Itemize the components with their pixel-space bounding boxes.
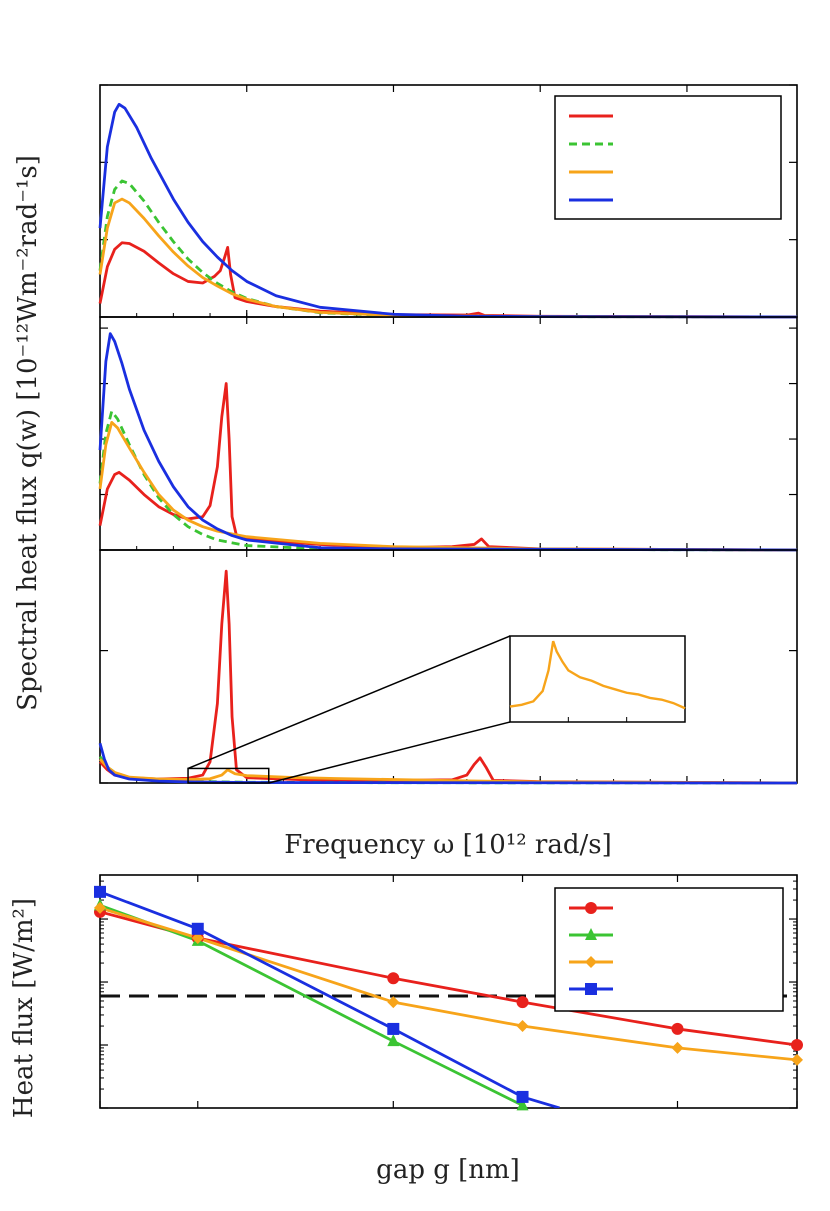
series-line-2d-pa xyxy=(98,409,798,552)
series-line-gold xyxy=(98,742,798,785)
data-point-circle xyxy=(387,972,400,985)
legend-marker xyxy=(585,983,597,995)
zoom-connector xyxy=(268,721,511,784)
data-point-circle xyxy=(671,1022,684,1035)
data-point-circle xyxy=(516,996,529,1009)
series-line-gold xyxy=(98,332,798,552)
data-point-square xyxy=(516,1090,529,1103)
plot-frame xyxy=(99,549,798,784)
data-point-triangle xyxy=(516,1098,529,1111)
data-point-square xyxy=(94,885,106,898)
panel-b-spectral-100nm xyxy=(98,316,798,552)
series-line-1d-exact xyxy=(100,906,797,1062)
series-line-gold xyxy=(100,890,560,1108)
inset-frame xyxy=(509,635,686,723)
series-line-1d-exact xyxy=(98,421,798,552)
series-line-1d-exact xyxy=(98,197,798,319)
data-point-diamond xyxy=(94,901,106,914)
data-point-diamond xyxy=(516,1020,529,1033)
panel-a-spectral-50nm xyxy=(98,84,798,319)
legend-marker xyxy=(585,928,597,940)
data-point-diamond xyxy=(387,996,400,1009)
series-line-2d-pa xyxy=(100,904,524,1107)
top-x-axis-label: Frequency ω [10¹² rad/s] xyxy=(284,830,612,860)
series-line-2d-exact xyxy=(98,241,798,319)
data-point-circle xyxy=(791,1039,803,1052)
top-y-axis-label: Spectral heat flux q(w) [10⁻¹²Wm⁻²rad⁻¹s… xyxy=(13,155,43,711)
bottom-y-axis-label: Heat flux [W/m²] xyxy=(9,898,39,1118)
inset-series-line-1d-exact xyxy=(509,640,686,710)
panel-c-spectral-400nm xyxy=(98,549,798,785)
series-line-2d-exact xyxy=(98,382,798,552)
bottom-x-axis-label: gap g [nm] xyxy=(376,1155,520,1185)
legend-marker xyxy=(585,902,597,914)
zoom-connector xyxy=(187,635,511,770)
data-point-diamond xyxy=(791,1053,803,1066)
data-point-diamond xyxy=(191,931,204,944)
series-line-1d-exact xyxy=(98,758,798,785)
data-point-square xyxy=(191,922,204,935)
legend-marker xyxy=(585,956,597,968)
data-point-diamond xyxy=(671,1041,684,1054)
series-line-2d-exact xyxy=(98,569,798,785)
data-point-triangle xyxy=(387,1034,400,1047)
panel-d-heat-flux-vs-gap xyxy=(94,874,803,1111)
series-line-gold xyxy=(98,102,798,319)
zoom-region-box xyxy=(187,767,270,784)
data-point-square xyxy=(387,1022,400,1035)
